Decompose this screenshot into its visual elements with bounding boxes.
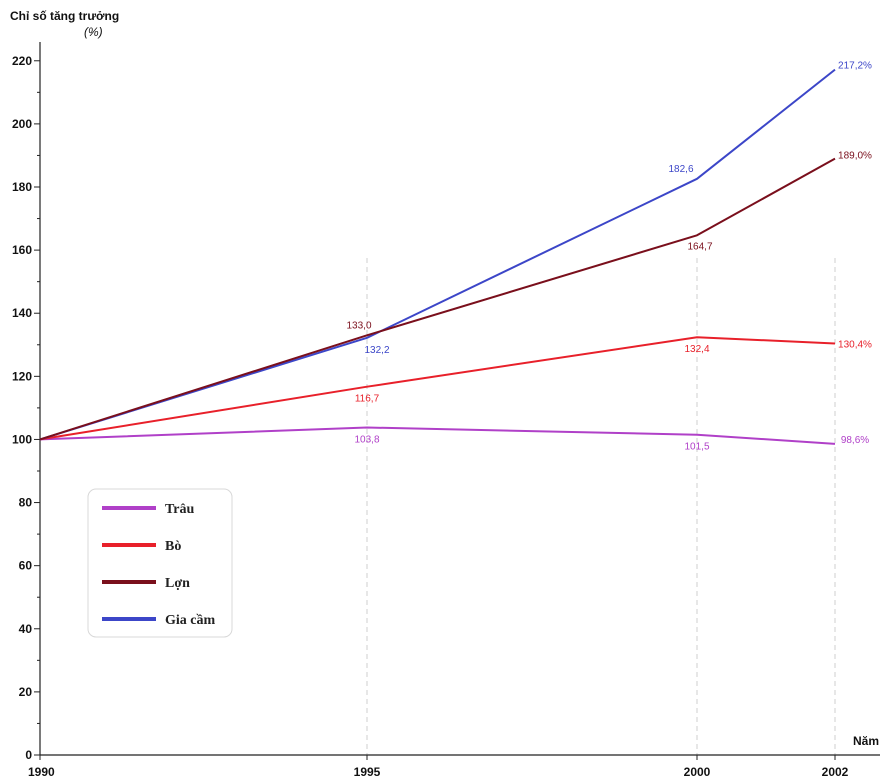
series-lines xyxy=(39,68,836,445)
x-tick-label: 2000 xyxy=(684,765,711,779)
data-label: 132,2 xyxy=(364,345,389,356)
data-label: 103,8 xyxy=(354,434,379,445)
y-tick-label: 160 xyxy=(12,243,32,257)
y-tick-label: 200 xyxy=(12,117,32,131)
data-label: 133,0 xyxy=(346,320,371,331)
y-tick-label: 100 xyxy=(12,432,32,446)
series-line-1 xyxy=(39,426,836,445)
y-tick-label: 60 xyxy=(19,559,33,573)
series-line-3 xyxy=(39,157,836,441)
data-label: 101,5 xyxy=(684,442,709,453)
axes xyxy=(39,42,880,756)
data-labels: 103,8 101,5 98,6% 116,7 132,4 130,4% 133,0 164,… xyxy=(346,61,872,453)
data-label: 182,6 xyxy=(668,164,693,175)
x-tick-label: 1995 xyxy=(354,765,381,779)
y-tick-label: 0 xyxy=(25,748,32,762)
y-tick-label: 20 xyxy=(19,685,33,699)
x-axis-title: Năm xyxy=(853,734,879,748)
data-label: 164,7 xyxy=(687,241,712,252)
legend-frame xyxy=(87,488,233,638)
y-tick-label: 140 xyxy=(12,306,32,320)
data-label: 98,6% xyxy=(841,435,869,446)
legend-label: Lợn xyxy=(165,576,190,591)
x-ticks: 1990 1995 2000 2002 xyxy=(28,755,849,779)
y-tick-label: 40 xyxy=(19,622,33,636)
y-tick-label: 220 xyxy=(12,54,32,68)
y-axis-title: Chỉ số tăng trưởng xyxy=(10,9,119,23)
data-label: 189,0% xyxy=(838,151,872,162)
y-tick-label: 120 xyxy=(12,369,32,383)
data-label: 132,4 xyxy=(684,344,709,355)
y-tick-label: 180 xyxy=(12,180,32,194)
x-tick-label: 1990 xyxy=(28,765,55,779)
y-axis-unit: (%) xyxy=(84,25,103,39)
legend-label: Trâu xyxy=(165,502,195,517)
legend: Trâu Bò Lợn Gia cầm xyxy=(87,488,233,638)
data-label: 130,4% xyxy=(838,340,872,351)
series-line-4 xyxy=(39,68,836,441)
data-label: 217,2% xyxy=(838,61,872,72)
x-tick-label: 2002 xyxy=(822,765,849,779)
y-tick-label: 80 xyxy=(19,496,33,510)
year-guide-lines xyxy=(366,258,836,755)
y-ticks: 0 20 40 60 80 100 120 140 160 180 200 220 xyxy=(12,54,40,762)
data-label: 116,7 xyxy=(355,394,380,405)
legend-label: Bò xyxy=(165,539,181,554)
legend-label: Gia cầm xyxy=(165,613,215,628)
series-line-2 xyxy=(39,336,836,441)
